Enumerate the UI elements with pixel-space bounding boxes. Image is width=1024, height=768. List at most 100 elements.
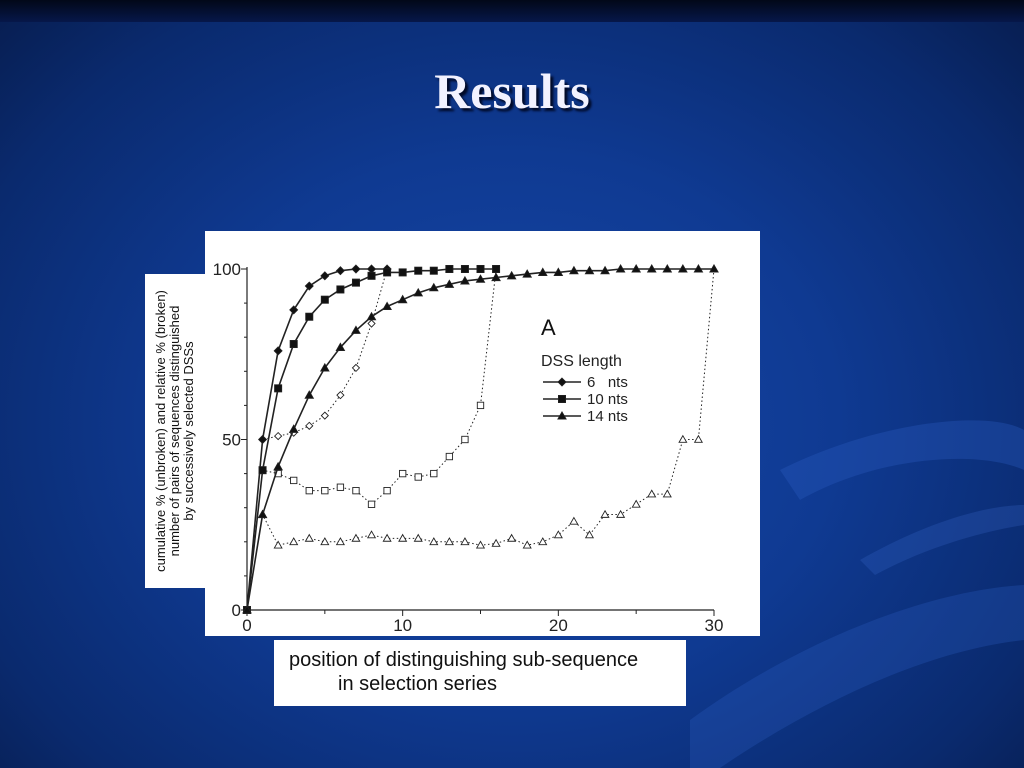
legend-entry: 6 nts <box>543 374 628 391</box>
data-point <box>273 346 283 356</box>
chart-series <box>242 263 719 615</box>
series-line <box>246 268 388 611</box>
data-point <box>677 263 688 273</box>
y-tick-label: 0 <box>232 601 241 620</box>
data-point <box>476 401 485 410</box>
data-point <box>444 537 454 546</box>
data-point <box>522 269 533 278</box>
data-point <box>273 431 283 441</box>
data-point <box>476 265 485 274</box>
data-point <box>366 264 377 274</box>
data-point <box>367 500 376 508</box>
data-point <box>366 530 377 539</box>
data-point <box>335 266 345 276</box>
data-point <box>631 263 642 273</box>
data-point <box>460 265 469 274</box>
data-point <box>553 267 564 276</box>
y-axis-label-box: cumulative % (unbroken) and relative % (… <box>145 274 205 588</box>
x-tick-label: 30 <box>705 616 724 635</box>
data-point <box>258 434 268 445</box>
data-point <box>647 489 657 498</box>
data-point <box>491 538 501 547</box>
data-point <box>646 263 657 273</box>
data-point <box>290 476 298 485</box>
data-point <box>273 461 284 471</box>
data-point <box>413 533 423 542</box>
series-line <box>246 268 714 611</box>
data-point <box>693 434 704 443</box>
data-point <box>367 319 376 328</box>
data-point <box>709 263 719 273</box>
data-point <box>304 281 314 291</box>
data-point <box>273 540 283 549</box>
legend-entry: 10 nts <box>543 391 628 408</box>
data-point <box>305 312 314 321</box>
data-point <box>351 363 361 373</box>
data-point <box>413 287 424 297</box>
data-point <box>678 434 688 443</box>
data-point <box>397 294 408 304</box>
data-point <box>445 265 454 274</box>
data-point <box>382 301 392 311</box>
series-line <box>246 268 388 611</box>
series-14nts-cumulative <box>242 263 719 614</box>
data-point <box>414 473 422 481</box>
x-axis-label-box: position of distinguishing sub-sequence … <box>274 640 686 706</box>
data-point <box>366 311 377 321</box>
data-point <box>383 487 391 495</box>
data-point <box>506 270 517 280</box>
legend-marker <box>557 377 567 387</box>
data-point <box>351 278 360 287</box>
data-point <box>351 264 361 274</box>
data-point <box>662 263 673 273</box>
data-point <box>305 487 313 495</box>
data-point <box>258 466 267 475</box>
legend-title: DSS length <box>541 353 622 370</box>
data-point <box>569 265 579 275</box>
y-axis-label-line-3: by successively selected DSSs <box>181 341 196 521</box>
data-point <box>351 325 361 334</box>
data-point <box>336 391 345 400</box>
data-point <box>336 285 345 294</box>
y-axis-label: cumulative % (unbroken) and relative % (… <box>153 274 196 588</box>
y-axis-label-line-2: number of pairs of sequences distinguish… <box>167 305 182 557</box>
data-point <box>304 390 315 399</box>
data-point <box>693 263 704 273</box>
data-point <box>288 424 299 433</box>
data-point <box>242 604 252 614</box>
data-point <box>491 272 501 282</box>
x-tick-label: 0 <box>242 616 251 635</box>
x-axis-label-line-2: in selection series <box>338 673 497 695</box>
data-point <box>569 516 579 525</box>
data-point <box>289 305 299 315</box>
series-10nts-cumulative <box>243 265 501 614</box>
x-tick-label: 20 <box>549 616 568 635</box>
data-point <box>600 265 610 275</box>
data-point <box>429 266 438 275</box>
data-point <box>336 483 345 491</box>
series-14nts-relative <box>242 264 719 614</box>
y-tick-label: 100 <box>213 260 241 279</box>
data-point <box>538 537 548 546</box>
legend-label: 10 nts <box>587 391 628 408</box>
data-point <box>507 533 517 542</box>
data-point <box>662 489 672 498</box>
data-point <box>475 274 486 283</box>
legend-marker <box>557 410 567 420</box>
legend-entry: 14 nts <box>543 408 628 425</box>
data-point <box>584 265 595 275</box>
data-point <box>352 487 360 495</box>
data-point <box>398 268 407 277</box>
legend-marker <box>557 394 566 403</box>
data-point <box>257 509 268 519</box>
data-point <box>335 342 346 351</box>
y-axis-label-line-1: cumulative % (unbroken) and relative % (… <box>153 290 168 572</box>
data-point <box>289 537 299 546</box>
data-point <box>631 499 641 508</box>
data-point <box>367 271 376 280</box>
data-point <box>305 421 314 430</box>
data-point <box>430 469 438 478</box>
